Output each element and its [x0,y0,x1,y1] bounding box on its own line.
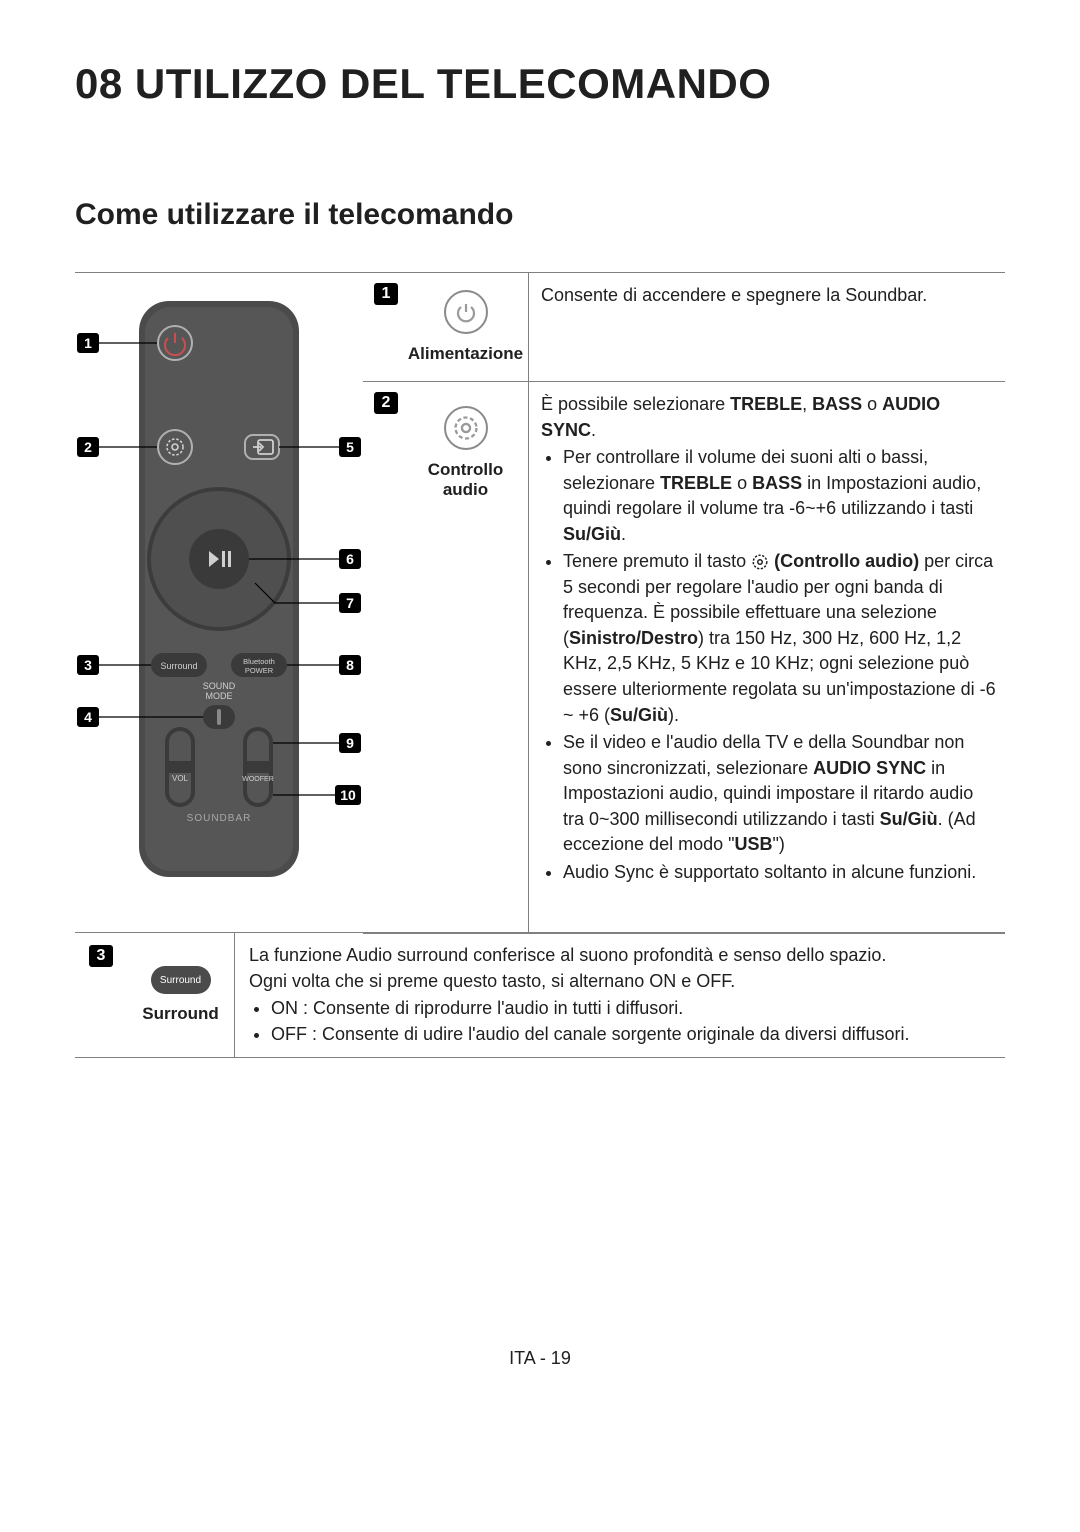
svg-text:WOOFER: WOOFER [242,776,274,783]
description-column: 1 Alimentazione Consente di accendere e … [363,272,1005,933]
row-3-num: 3 [75,933,127,1057]
svg-text:10: 10 [340,787,356,803]
svg-text:2: 2 [84,439,92,455]
top-layout: Surround Bluetooth POWER SOUND MODE VOL … [75,272,1005,933]
row-3: 3 Surround Surround La funzione Audio su… [75,932,1005,1058]
badge-1: 1 [374,283,398,305]
row-2-icon-cell: Controllo audio [403,382,529,933]
row-1-desc: Consente di accendere e spegnere la Soun… [529,273,1005,381]
surround-pill-icon: Surround [151,966,211,994]
page-title: 08 UTILIZZO DEL TELECOMANDO [75,60,1005,108]
row-2: 2 Controllo audio È possibile selezionar… [363,381,1005,934]
power-icon [444,290,488,334]
row-1-icon-cell: Alimentazione [403,273,529,381]
badge-2: 2 [374,392,398,414]
row-2-num: 2 [363,382,403,933]
svg-text:VOL: VOL [172,774,189,783]
svg-text:MODE: MODE [206,691,233,701]
svg-text:6: 6 [346,551,354,567]
row-3-label: Surround [142,1004,219,1024]
row-3-desc: La funzione Audio surround conferisce al… [235,933,1005,1057]
gear-icon [444,406,488,450]
remote-diagram-cell: Surround Bluetooth POWER SOUND MODE VOL … [75,272,363,933]
row-2-label: Controllo audio [407,460,524,500]
svg-text:7: 7 [346,595,354,611]
svg-text:9: 9 [346,735,354,751]
page-footer: ITA - 19 [75,1348,1005,1369]
svg-text:SOUNDBAR: SOUNDBAR [187,813,252,824]
surround-pill-text: Surround [160,975,201,986]
remote-surround-label: Surround [160,661,197,671]
row-2-desc: È possibile selezionare TREBLE, BASS o A… [529,382,1005,933]
svg-text:5: 5 [346,439,354,455]
svg-text:4: 4 [84,709,92,725]
svg-text:SOUND: SOUND [203,681,236,691]
svg-text:3: 3 [84,657,92,673]
row-1: 1 Alimentazione Consente di accendere e … [363,272,1005,382]
svg-text:POWER: POWER [245,666,274,675]
row-1-label: Alimentazione [408,344,523,364]
section-subtitle: Come utilizzare il telecomando [75,198,1005,232]
badge-3: 3 [89,945,113,967]
remote-diagram: Surround Bluetooth POWER SOUND MODE VOL … [75,283,363,923]
row-1-num: 1 [363,273,403,381]
row-3-icon-cell: Surround Surround [127,933,235,1057]
svg-text:8: 8 [346,657,354,673]
svg-text:1: 1 [84,335,92,351]
svg-text:Bluetooth: Bluetooth [243,657,275,666]
